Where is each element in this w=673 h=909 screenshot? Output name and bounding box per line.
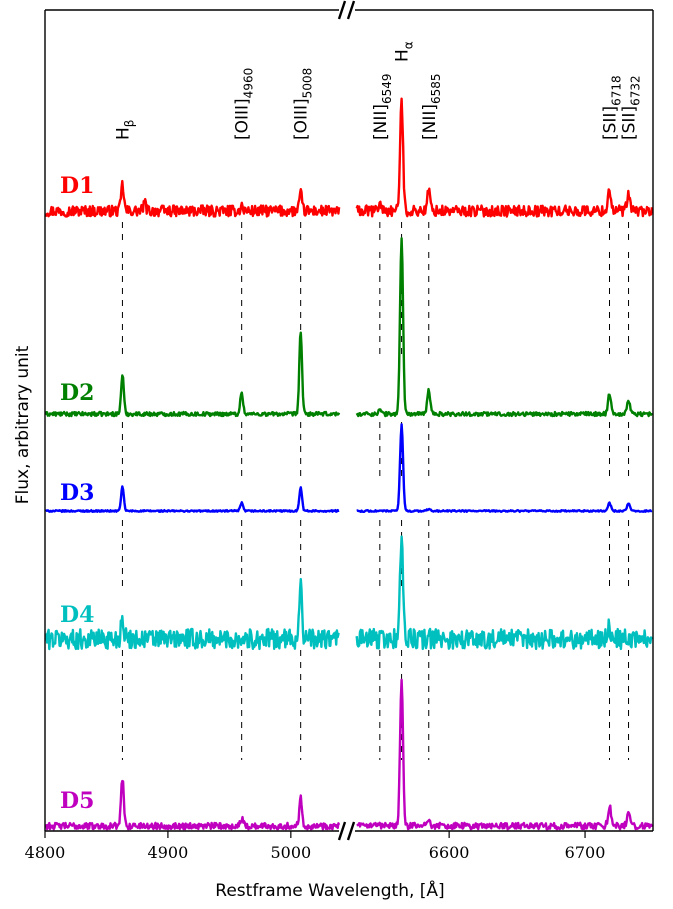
- series-line-d1-right: [355, 97, 654, 218]
- series-label-d4: D4: [60, 602, 94, 628]
- emission-line-label-0: Hβ: [113, 120, 136, 140]
- emission-line-label-5: [NII]6585: [420, 73, 443, 140]
- series-line-d2-left: [44, 331, 341, 418]
- emission-line-label-3: [NII]6549: [371, 73, 394, 140]
- series-label-d5: D5: [60, 788, 94, 814]
- series-label-d3: D3: [60, 480, 94, 506]
- spectra-series: D1 D2 D3 D4 D5: [44, 97, 654, 831]
- emission-line-label-2: [OIII]5008: [292, 68, 315, 140]
- axis-break-mark-0-0: [337, 0, 347, 20]
- series-line-d4-right: [355, 535, 654, 651]
- axes-frame: [44, 0, 654, 841]
- emission-line-labels: Hβ [OIII]4960 [OIII]5008 [NII]6549 Hα[NII]65…: [113, 41, 642, 140]
- series-label-d2: D2: [60, 380, 94, 406]
- series-line-d5-right: [356, 678, 654, 831]
- x-axis-title: Restframe Wavelength, [Å]: [215, 879, 444, 901]
- series-label-d1: D1: [60, 173, 94, 199]
- x-tick-label-1: 4900: [148, 843, 189, 862]
- emission-line-label-1: [OIII]4960: [233, 68, 256, 140]
- axis-break-mark-1-1: [346, 821, 356, 841]
- series-line-d1-left: [44, 179, 341, 218]
- series-line-d4-left: [44, 577, 341, 651]
- y-axis-title: Flux, arbitrary unit: [13, 345, 33, 504]
- x-axis-ticks: 4800 4900 5000 6600 6700: [25, 831, 606, 862]
- emission-line-label-4: Hα: [393, 41, 416, 62]
- axis-break-mark-0-1: [346, 0, 356, 20]
- series-line-d5-left: [44, 779, 341, 831]
- x-tick-label-4: 6700: [565, 843, 606, 862]
- x-tick-label-2: 5000: [270, 843, 311, 862]
- x-tick-label-0: 4800: [25, 843, 66, 862]
- axis-break-mark-1-0: [337, 821, 347, 841]
- series-line-d3-right: [356, 423, 653, 513]
- series-line-d2-right: [355, 237, 653, 418]
- series-line-d3-left: [44, 485, 340, 513]
- x-tick-label-3: 6600: [429, 843, 470, 862]
- emission-line-guides: [121, 222, 630, 760]
- emission-line-label-6: [SII]6718: [601, 75, 624, 140]
- emission-line-label-7: [SII]6732: [620, 75, 643, 140]
